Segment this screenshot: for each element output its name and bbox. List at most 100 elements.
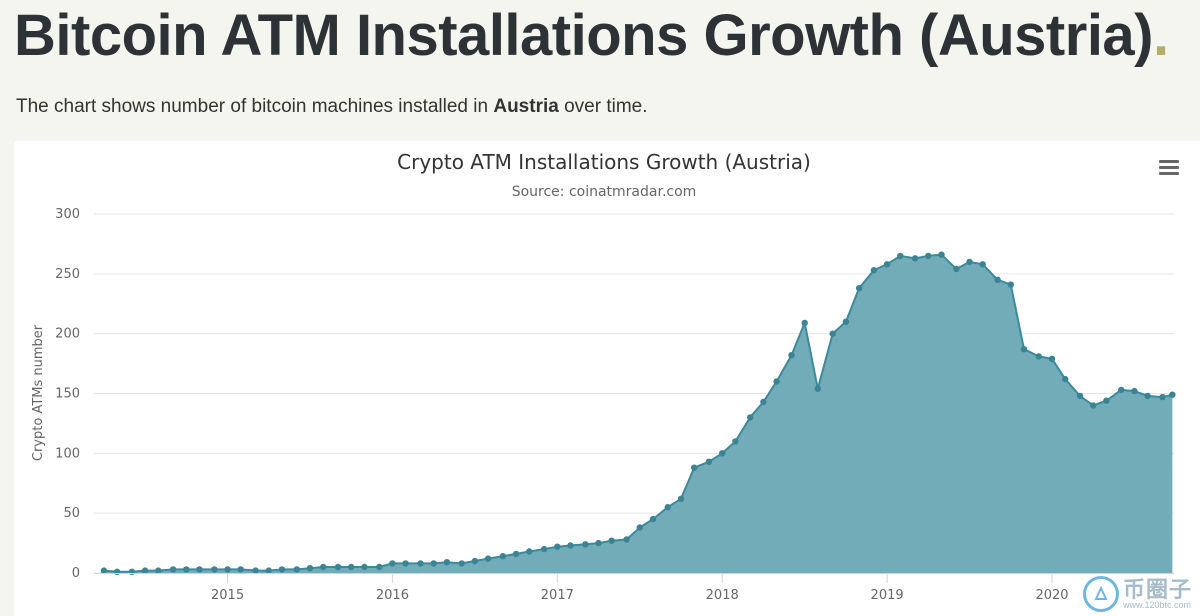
data-point [691,464,698,471]
data-point [677,495,685,502]
y-axis-label: Crypto ATMs number [31,324,46,461]
data-point [595,539,602,547]
data-point [293,566,300,573]
data-point [1090,402,1097,409]
x-tick-label: 2017 [541,588,574,603]
data-point [499,553,507,560]
data-point [402,560,409,567]
data-point [1118,386,1125,394]
data-point [623,536,630,543]
data-point [1020,346,1028,353]
data-point [265,567,272,574]
grid-layer [94,213,1174,574]
marker-layer [100,251,1176,575]
y-tick-label: 0 [72,566,80,581]
data-point [567,542,574,549]
data-point [1076,392,1084,400]
data-point [953,265,960,273]
x-tick-label: 2018 [706,588,739,603]
data-point [897,252,904,260]
y-tick-label: 100 [55,446,80,461]
data-point [760,398,767,406]
data-point [1159,393,1166,401]
data-point [155,567,162,574]
y-tick-label: 50 [63,506,80,521]
data-point [334,563,342,571]
data-point [773,378,780,385]
description-before: The chart shows number of bitcoin machin… [16,96,494,117]
watermark-text: 币圈子 [1122,576,1192,602]
data-point [1062,375,1069,383]
data-point [113,568,121,575]
chart-svg: 0 50 100 150 200 250 300 2015 2016 2017 2018 2019 20… [31,150,1180,603]
y-tick-label: 150 [55,387,80,402]
data-point [1131,387,1138,395]
data-point [994,276,1001,283]
data-point [1169,391,1176,398]
chart-title: Crypto ATM Installations Growth (Austria… [397,150,811,174]
data-point [925,252,932,260]
data-point [443,559,451,566]
data-point [747,414,754,421]
data-point [471,557,479,565]
x-tick-label: 2020 [1035,588,1068,603]
data-point [128,568,136,575]
y-tick-label: 200 [55,327,80,342]
data-point [540,545,548,553]
watermark-logo-icon [1082,576,1119,612]
data-point [169,566,177,573]
data-point [1144,392,1151,400]
data-point [911,255,919,262]
data-point [636,524,643,531]
data-point [458,560,465,567]
data-point [224,566,231,573]
menu-icon[interactable] [1158,158,1180,178]
data-point [278,566,286,573]
data-point [361,563,368,571]
data-point [966,258,973,266]
data-point [1007,281,1014,288]
title-dot: . [1153,3,1169,68]
chart-card: 0 50 100 150 200 250 300 2015 2016 2017 2018 2019 20… [14,141,1200,616]
data-point [348,563,355,571]
data-point [664,504,671,511]
data-point [788,352,795,359]
page-title: Bitcoin ATM Installations Growth (Austri… [14,2,1169,69]
page-title-text: Bitcoin ATM Installations Growth (Austri… [14,3,1154,68]
data-point [814,385,821,392]
data-point [979,261,986,268]
data-point [141,567,149,574]
x-tick-label: 2016 [376,588,409,603]
description-country: Austria [493,96,559,117]
series-area [103,254,1173,573]
data-point [842,318,850,325]
data-point [430,560,437,567]
data-point [252,567,259,574]
chart-subtitle: Source: coinatmradar.com [512,184,697,200]
description-after: over time. [558,96,648,117]
y-tick-label: 300 [55,207,80,222]
data-point [183,566,190,573]
data-point [801,319,808,327]
watermark: 币圈子 www.120btc.com [1082,576,1192,612]
data-point [389,560,396,567]
data-point [1103,397,1110,404]
data-point [211,566,218,573]
data-point [306,565,314,572]
data-point [649,515,657,523]
data-point [526,548,533,555]
data-point [829,330,836,337]
data-point [554,543,561,550]
data-point [883,261,891,268]
data-point [484,555,492,562]
data-point [938,251,945,258]
data-point [1048,355,1056,362]
data-point [196,566,203,573]
data-point [320,563,327,571]
axis-layer: 0 50 100 150 200 250 300 2015 2016 2017 2018 2019 20… [55,207,1174,603]
data-point [417,560,424,567]
data-point [376,563,383,571]
data-point [237,566,244,573]
data-point [100,567,108,574]
watermark-url: www.120btc.com [1122,599,1192,610]
